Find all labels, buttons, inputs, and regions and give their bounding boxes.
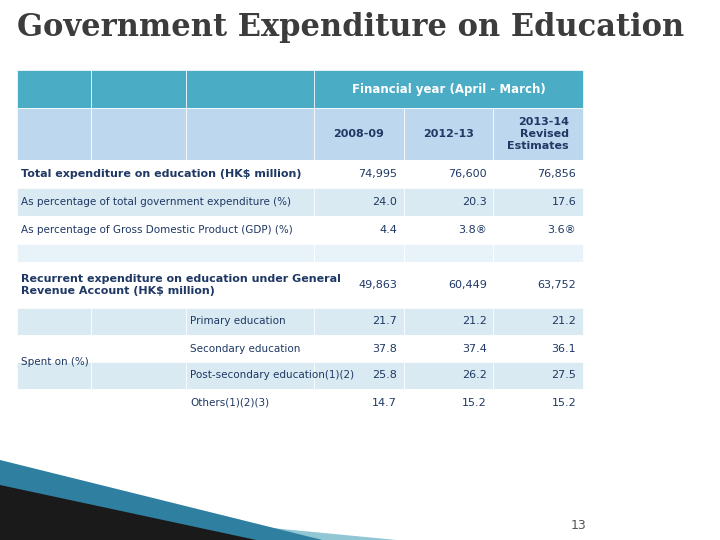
Text: 37.4: 37.4 [462,343,487,354]
Polygon shape [0,502,397,540]
Bar [493,108,583,160]
Text: As percentage of total government expenditure (%): As percentage of total government expend… [21,197,291,207]
Text: 14.7: 14.7 [372,397,397,408]
Text: 25.8: 25.8 [372,370,397,381]
Text: Financial year (April - March): Financial year (April - March) [351,83,545,96]
Text: 74,995: 74,995 [358,169,397,179]
Text: 3.6®: 3.6® [548,225,576,235]
Text: 2013-14
Revised
Estimates: 2013-14 Revised Estimates [508,117,569,151]
Bar [17,188,583,216]
Text: 76,600: 76,600 [448,169,487,179]
Text: Others(1)(2)(3): Others(1)(2)(3) [190,397,269,408]
Text: 27.5: 27.5 [552,370,576,381]
Text: 21.7: 21.7 [372,316,397,327]
Text: 26.2: 26.2 [462,370,487,381]
Bar [17,108,314,160]
Bar [314,70,583,108]
Bar [17,262,583,308]
Text: 21.2: 21.2 [552,316,576,327]
Text: 36.1: 36.1 [552,343,576,354]
Text: 4.4: 4.4 [379,225,397,235]
Text: 2008-09: 2008-09 [333,129,384,139]
Text: Primary education: Primary education [190,316,286,327]
Text: 49,863: 49,863 [359,280,397,290]
Polygon shape [0,460,323,540]
Text: 37.8: 37.8 [372,343,397,354]
Text: As percentage of Gross Domestic Product (GDP) (%): As percentage of Gross Domestic Product … [21,225,292,235]
Text: 2012-13: 2012-13 [423,129,474,139]
Text: Total expenditure on education (HK$ million): Total expenditure on education (HK$ mill… [21,169,301,179]
Text: 21.2: 21.2 [462,316,487,327]
Text: 13: 13 [571,519,587,532]
Text: 17.6: 17.6 [552,197,576,207]
Bar [17,335,583,362]
Polygon shape [0,485,256,540]
Bar [17,70,314,108]
Bar [17,216,583,244]
Text: Secondary education: Secondary education [190,343,300,354]
Bar [17,160,583,188]
Bar [404,108,493,160]
Text: Government Expenditure on Education: Government Expenditure on Education [17,12,684,43]
Text: 76,856: 76,856 [538,169,576,179]
Bar [17,244,583,262]
Text: 15.2: 15.2 [552,397,576,408]
Text: Post-secondary education(1)(2): Post-secondary education(1)(2) [190,370,354,381]
Bar [314,108,404,160]
Text: Spent on (%): Spent on (%) [21,357,89,367]
Text: 60,449: 60,449 [448,280,487,290]
Text: 15.2: 15.2 [462,397,487,408]
Text: 3.8®: 3.8® [458,225,487,235]
Bar [17,362,583,389]
Text: 63,752: 63,752 [538,280,576,290]
Bar [17,308,583,335]
Bar [17,389,583,416]
Text: 20.3: 20.3 [462,197,487,207]
Text: Recurrent expenditure on education under General
Revenue Account (HK$ million): Recurrent expenditure on education under… [21,274,341,296]
Text: 24.0: 24.0 [372,197,397,207]
